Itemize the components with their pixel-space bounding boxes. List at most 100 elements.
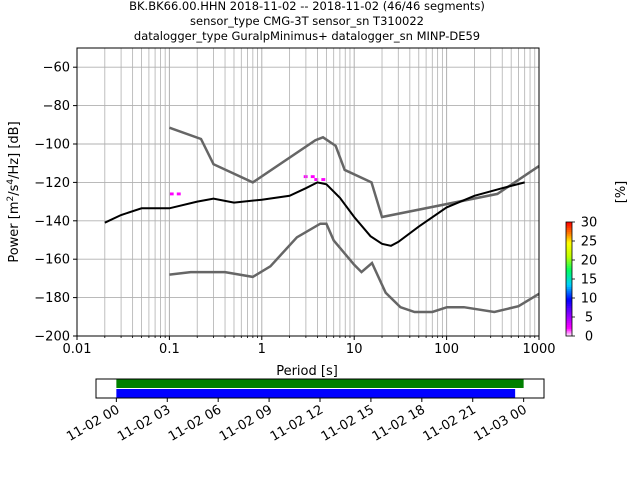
colorbar-segment — [566, 309, 572, 312]
colorbar-segment — [566, 223, 572, 227]
colorbar-segment — [566, 320, 572, 324]
title-line: sensor_type CMG-3T sensor_sn T310022 — [190, 14, 424, 28]
colorbar-segment — [566, 330, 572, 333]
colorbar-tick-label: 15 — [581, 273, 598, 288]
colorbar-segment — [566, 239, 572, 242]
mean-curve — [104, 181, 525, 247]
y-tick-label: −200 — [34, 330, 70, 345]
plot-grid — [76, 48, 539, 337]
colorbar-segment — [566, 242, 572, 246]
timeline-tick-label: 11-02 18 — [370, 402, 428, 444]
colorbar-segment — [566, 322, 572, 325]
colorbar-segment — [566, 332, 572, 335]
colorbar-tick-label: 5 — [585, 311, 593, 326]
colorbar-label: [%] — [614, 181, 629, 204]
title-line: BK.BK66.00.HHN 2018-11-02 -- 2018-11-02 … — [129, 0, 485, 13]
timeline-tick-label: 11-02 09 — [217, 402, 275, 444]
colorbar-segment — [566, 256, 572, 259]
chart-title: BK.BK66.00.HHN 2018-11-02 -- 2018-11-02 … — [129, 0, 485, 43]
colorbar-segment — [566, 250, 572, 253]
ppsd-plot: 0.01 0.1 1 10 100 1000 −200 −180 −160 −140 −120 −1… — [34, 47, 556, 357]
colorbar-segment — [566, 334, 572, 337]
colorbar-segment — [566, 254, 572, 257]
colorbar: 0 5 10 15 20 25 30 — [565, 216, 598, 345]
mean-line — [104, 181, 525, 247]
colorbar-tick-label: 20 — [581, 254, 598, 269]
y-tick-label: −160 — [34, 253, 70, 268]
colorbar-segment — [566, 298, 572, 301]
colorbar-segment — [566, 244, 572, 248]
colorbar-segment — [566, 271, 572, 274]
colorbar-tick-label: 30 — [581, 216, 598, 231]
heatmap-outlier-cell — [314, 178, 319, 181]
colorbar-segment — [566, 269, 572, 272]
y-tick-label: −140 — [34, 214, 70, 229]
high-noise-model-line — [168, 126, 540, 219]
heatmap-outlier-cell — [321, 178, 326, 181]
colorbar-segment — [566, 231, 572, 234]
colorbar-segment — [566, 261, 572, 265]
title-line: datalogger_type GuralpMinimus+ datalogge… — [134, 29, 480, 43]
colorbar-segment — [566, 258, 572, 261]
timeline-tick-label: 11-03 00 — [472, 402, 530, 444]
colorbar-segment — [566, 328, 572, 331]
colorbar-segment — [566, 273, 572, 276]
heatmap-outlier-cell — [169, 192, 174, 196]
colorbar-segment — [566, 225, 572, 229]
x-tick-label: 0.1 — [159, 342, 180, 357]
colorbar-segment — [566, 318, 572, 322]
noise-models — [168, 126, 540, 314]
colorbar-segment — [566, 290, 572, 293]
heatmap-outlier-cell — [176, 192, 181, 196]
colorbar-segment — [566, 299, 572, 303]
colorbar-tick-label: 10 — [581, 292, 598, 307]
colorbar-segment — [566, 286, 572, 289]
timeline-tick-label: 11-02 00 — [64, 402, 122, 444]
y-tick-label: −120 — [34, 176, 70, 191]
colorbar-segment — [566, 233, 572, 236]
x-tick-label: 0.01 — [63, 342, 92, 357]
colorbar-segment — [566, 246, 572, 249]
colorbar-segment — [566, 252, 572, 255]
x-axis-label: Period [s] — [276, 364, 338, 379]
colorbar-segment — [566, 267, 572, 270]
colorbar-segment — [566, 279, 572, 282]
colorbar-segment — [566, 280, 572, 284]
x-tick-label: 1 — [258, 342, 266, 357]
timeline-tick-label: 11-02 15 — [319, 402, 377, 444]
colorbar-segment — [566, 277, 572, 280]
colorbar-tick-label: 0 — [585, 330, 593, 345]
colorbar-segment — [566, 222, 572, 225]
colorbar-segment — [566, 307, 572, 310]
x-tick-label: 10 — [346, 342, 363, 357]
colorbar-segment — [566, 301, 572, 305]
colorbar-segment — [566, 324, 572, 327]
x-tick-label: 1000 — [522, 342, 555, 357]
y-axis-label: Power [m2/s4/Hz] [dB] — [6, 121, 22, 262]
y-tick-label: −100 — [34, 138, 70, 153]
colorbar-segment — [566, 265, 572, 268]
colorbar-segment — [566, 227, 572, 230]
colorbar-segment — [566, 248, 572, 251]
colorbar-segment — [566, 235, 572, 238]
colorbar-segment — [566, 305, 572, 308]
plot-frame — [76, 47, 540, 337]
colorbar-segment — [566, 326, 572, 329]
y-tick-label: −180 — [34, 291, 70, 306]
colorbar-segment — [566, 303, 572, 306]
colorbar-segment — [566, 315, 572, 318]
low-noise-model-line — [169, 222, 540, 314]
x-axis: 0.01 0.1 1 10 100 1000 — [63, 336, 556, 357]
heatmap-outlier-cell — [310, 175, 315, 179]
colorbar-segment — [566, 284, 572, 287]
colorbar-segment — [566, 241, 572, 244]
colorbar-tick-label: 25 — [581, 235, 598, 250]
colorbar-segment — [566, 263, 572, 267]
y-tick-label: −80 — [43, 99, 70, 114]
colorbar-segment — [566, 237, 572, 240]
colorbar-segment — [566, 292, 572, 295]
colorbar-segment — [566, 229, 572, 232]
timeline-tick-label: 11-02 06 — [166, 402, 224, 444]
